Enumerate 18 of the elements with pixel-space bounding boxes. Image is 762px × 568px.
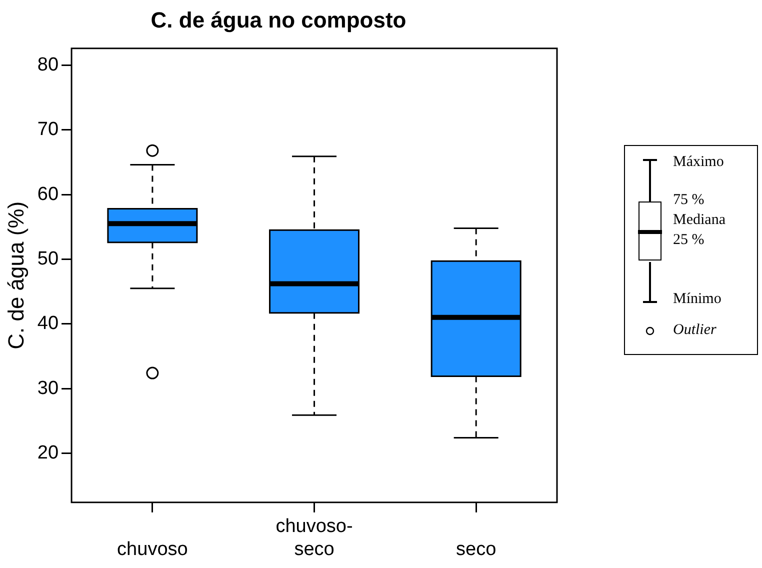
text: 25 % xyxy=(673,232,704,249)
y-tick-label: 70 xyxy=(37,119,59,140)
x-tick-label: chuvoso-seco xyxy=(276,516,353,560)
y-tick-label: 50 xyxy=(37,248,59,270)
y-tick-label: 30 xyxy=(37,378,59,399)
y-tick-label: 80 xyxy=(37,54,59,76)
y-tick-label: 20 xyxy=(37,442,59,464)
text: Máximo xyxy=(673,154,724,171)
text: Mediana xyxy=(673,212,726,229)
text: Mínimo xyxy=(673,291,722,308)
y-tick-label: 60 xyxy=(37,184,59,205)
chart-title: C. de água no composto xyxy=(150,7,406,32)
x-tick-label: chuvoso xyxy=(117,538,188,560)
text: 75 % xyxy=(673,192,704,209)
text: Outlier xyxy=(673,322,716,339)
y-axis-title: C. de água (%) xyxy=(3,201,28,350)
x-tick-label: seco xyxy=(456,538,496,560)
y-tick-label: 40 xyxy=(37,313,59,334)
